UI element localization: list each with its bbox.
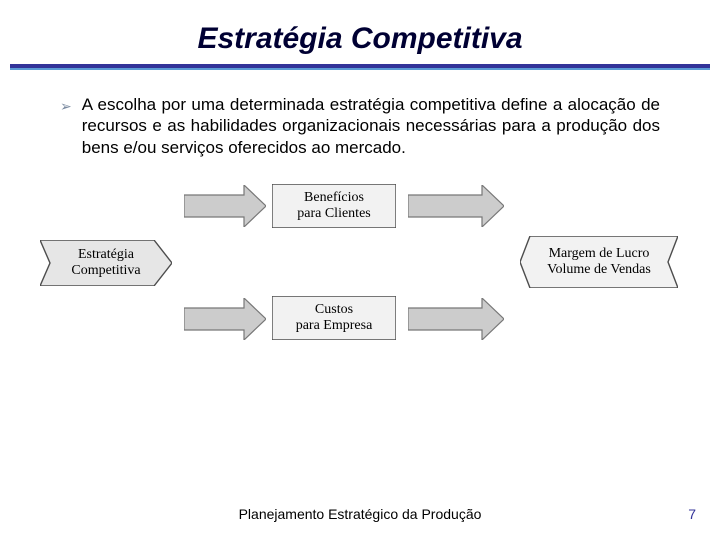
node-label-beneficios: Benefíciospara Clientes (297, 190, 370, 222)
arrow-a4 (408, 298, 504, 340)
node-estrategia: EstratégiaCompetitiva (40, 240, 172, 286)
node-beneficios: Benefíciospara Clientes (272, 184, 396, 228)
body-bullet: ➢ A escolha por uma determinada estratég… (0, 70, 720, 168)
page-number: 7 (688, 506, 696, 522)
flow-diagram: EstratégiaCompetitiva Benefíciospara Clie… (30, 180, 690, 350)
slide-title: Estratégia Competitiva (0, 0, 720, 64)
node-label-margem: Margem de LucroVolume de Vendas (547, 246, 651, 278)
bullet-marker-icon: ➢ (60, 98, 72, 115)
node-label-estrategia: EstratégiaCompetitiva (71, 247, 140, 279)
node-margem: Margem de LucroVolume de Vendas (520, 236, 678, 288)
node-label-custos: Custospara Empresa (296, 302, 373, 334)
arrow-a2 (184, 298, 266, 340)
footer-text: Planejamento Estratégico da Produção (0, 506, 720, 522)
arrow-a1 (184, 185, 266, 227)
arrow-a3 (408, 185, 504, 227)
node-custos: Custospara Empresa (272, 296, 396, 340)
body-text: A escolha por uma determinada estratégia… (82, 94, 660, 158)
